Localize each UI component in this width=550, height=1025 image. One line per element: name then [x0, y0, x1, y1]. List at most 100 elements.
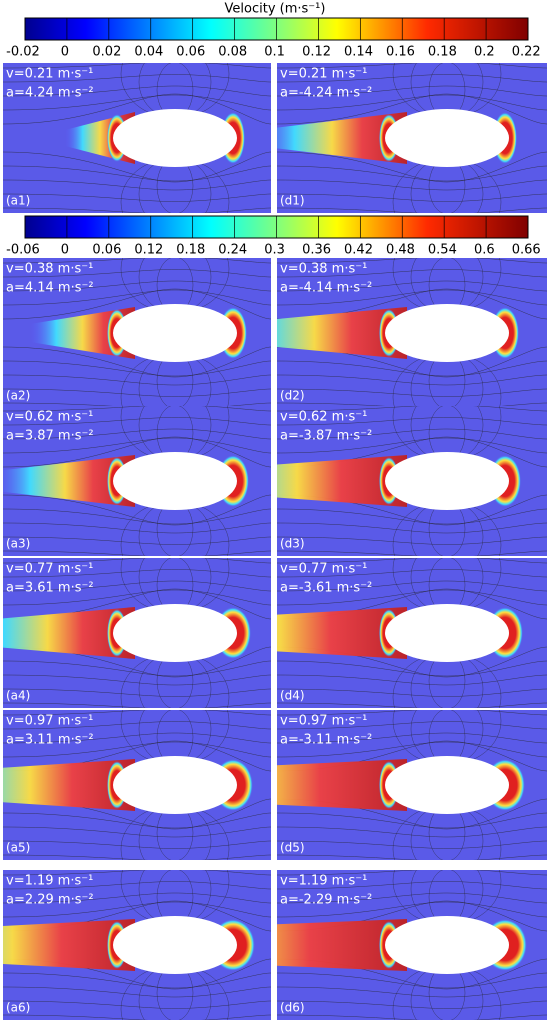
streamline: [277, 1014, 547, 1020]
velocity-label: v=0.38 m·s⁻¹: [6, 262, 93, 277]
panel-label: (d1): [280, 194, 305, 208]
panel-label: (a5): [6, 841, 30, 855]
streamline: [277, 151, 547, 183]
streamline: [277, 710, 547, 716]
streamline: [3, 569, 271, 578]
colorbar-tick-label: -0.06: [6, 243, 40, 258]
body: [385, 304, 509, 362]
streamline: [3, 151, 271, 183]
streamline: [3, 165, 271, 182]
streamline: [277, 558, 547, 564]
wake: [3, 455, 135, 507]
streamline: [3, 193, 271, 202]
panel-content: [3, 558, 271, 708]
streamline: [3, 179, 271, 191]
streamline: [277, 522, 547, 534]
colorbar-tick-label: 0.18: [428, 45, 457, 60]
panel-label: (d4): [280, 689, 305, 703]
streamline: [277, 674, 547, 686]
streamline: [277, 536, 547, 545]
colorbar-tick-label: 0.14: [344, 45, 373, 60]
velocity-label: v=0.38 m·s⁻¹: [280, 262, 367, 277]
panel-content: [3, 63, 271, 213]
streamline: [3, 269, 271, 278]
flow-panel: v=0.97 m·s⁻¹ a=-3.11 m·s⁻² (d5): [277, 710, 547, 860]
streamline: [277, 870, 547, 876]
colorbar-tick-label: 0.12: [302, 45, 331, 60]
acceleration-label: a=-3.61 m·s⁻²: [280, 581, 372, 596]
wake: [277, 455, 407, 507]
velocity-label: v=0.77 m·s⁻¹: [6, 562, 93, 577]
body: [385, 916, 509, 974]
streamline: [3, 280, 271, 292]
streamline: [3, 674, 271, 686]
streamline: [277, 437, 547, 454]
streamline: [277, 508, 547, 525]
colorbar-tick-label: -0.02: [6, 45, 40, 60]
streamline: [277, 207, 547, 213]
streamline: [277, 812, 547, 829]
panel-content: [277, 558, 547, 708]
panel-label: (a1): [6, 194, 30, 208]
acceleration-label: a=-3.87 m·s⁻²: [280, 429, 372, 444]
panel-label: (d5): [280, 841, 305, 855]
streamline: [277, 826, 547, 838]
colorbar-tick-label: 0: [61, 243, 69, 258]
body: [113, 756, 237, 814]
streamline: [277, 269, 547, 278]
flow-panel: v=1.19 m·s⁻¹ a=2.29 m·s⁻² (a6): [3, 870, 271, 1020]
streamline: [277, 972, 547, 989]
streamline: [277, 589, 547, 606]
panel-content: [277, 870, 547, 1020]
streamline: [277, 702, 547, 708]
streamline: [277, 741, 547, 758]
streamline: [277, 85, 547, 97]
streamline: [3, 826, 271, 838]
velocity-label: v=0.62 m·s⁻¹: [280, 410, 367, 425]
body: [385, 756, 509, 814]
wake: [3, 759, 135, 811]
panel-content: [3, 710, 271, 860]
flow-panel: v=0.21 m·s⁻¹ a=4.24 m·s⁻² (a1): [3, 63, 271, 213]
streamline: [277, 901, 547, 918]
velocity-label: v=0.21 m·s⁻¹: [6, 67, 93, 82]
flow-panel: v=0.38 m·s⁻¹ a=4.14 m·s⁻² (a2): [3, 258, 271, 408]
panel-label: (d3): [280, 537, 305, 551]
streamline: [3, 360, 271, 377]
panel-label: (a4): [6, 689, 30, 703]
streamline: [3, 854, 271, 860]
streamline: [3, 721, 271, 730]
streamline: [3, 710, 271, 716]
colorbar-tick-label: 0.12: [134, 243, 163, 258]
streamline: [3, 702, 271, 708]
streamline: [3, 207, 271, 213]
streamline: [3, 93, 271, 125]
colorbar-tick-label: 0.54: [428, 243, 457, 258]
colorbar-tick-label: 0.6: [474, 243, 495, 258]
colorbar-tick-label: 0.66: [512, 243, 541, 258]
streamline: [277, 179, 547, 191]
streamline: [277, 374, 547, 386]
streamline: [3, 508, 271, 525]
colorbar-tick-label: 0.36: [302, 243, 331, 258]
panel-label: (a3): [6, 537, 30, 551]
streamline: [277, 417, 547, 426]
flow-panel: v=0.97 m·s⁻¹ a=3.11 m·s⁻² (a5): [3, 710, 271, 860]
velocity-label: v=0.21 m·s⁻¹: [280, 67, 367, 82]
streamline: [3, 85, 271, 97]
panel-content: [277, 258, 547, 408]
streamline: [3, 374, 271, 386]
streamline: [3, 428, 271, 440]
streamline: [3, 388, 271, 397]
acceleration-label: a=4.14 m·s⁻²: [6, 281, 94, 296]
streamline: [277, 360, 547, 377]
streamline: [3, 870, 271, 876]
streamline: [3, 840, 271, 849]
streamline: [277, 1000, 547, 1009]
streamline: [3, 688, 271, 697]
panel-content: [277, 63, 547, 213]
streamline: [277, 388, 547, 397]
streamline: [3, 1014, 271, 1020]
wake: [3, 607, 135, 659]
